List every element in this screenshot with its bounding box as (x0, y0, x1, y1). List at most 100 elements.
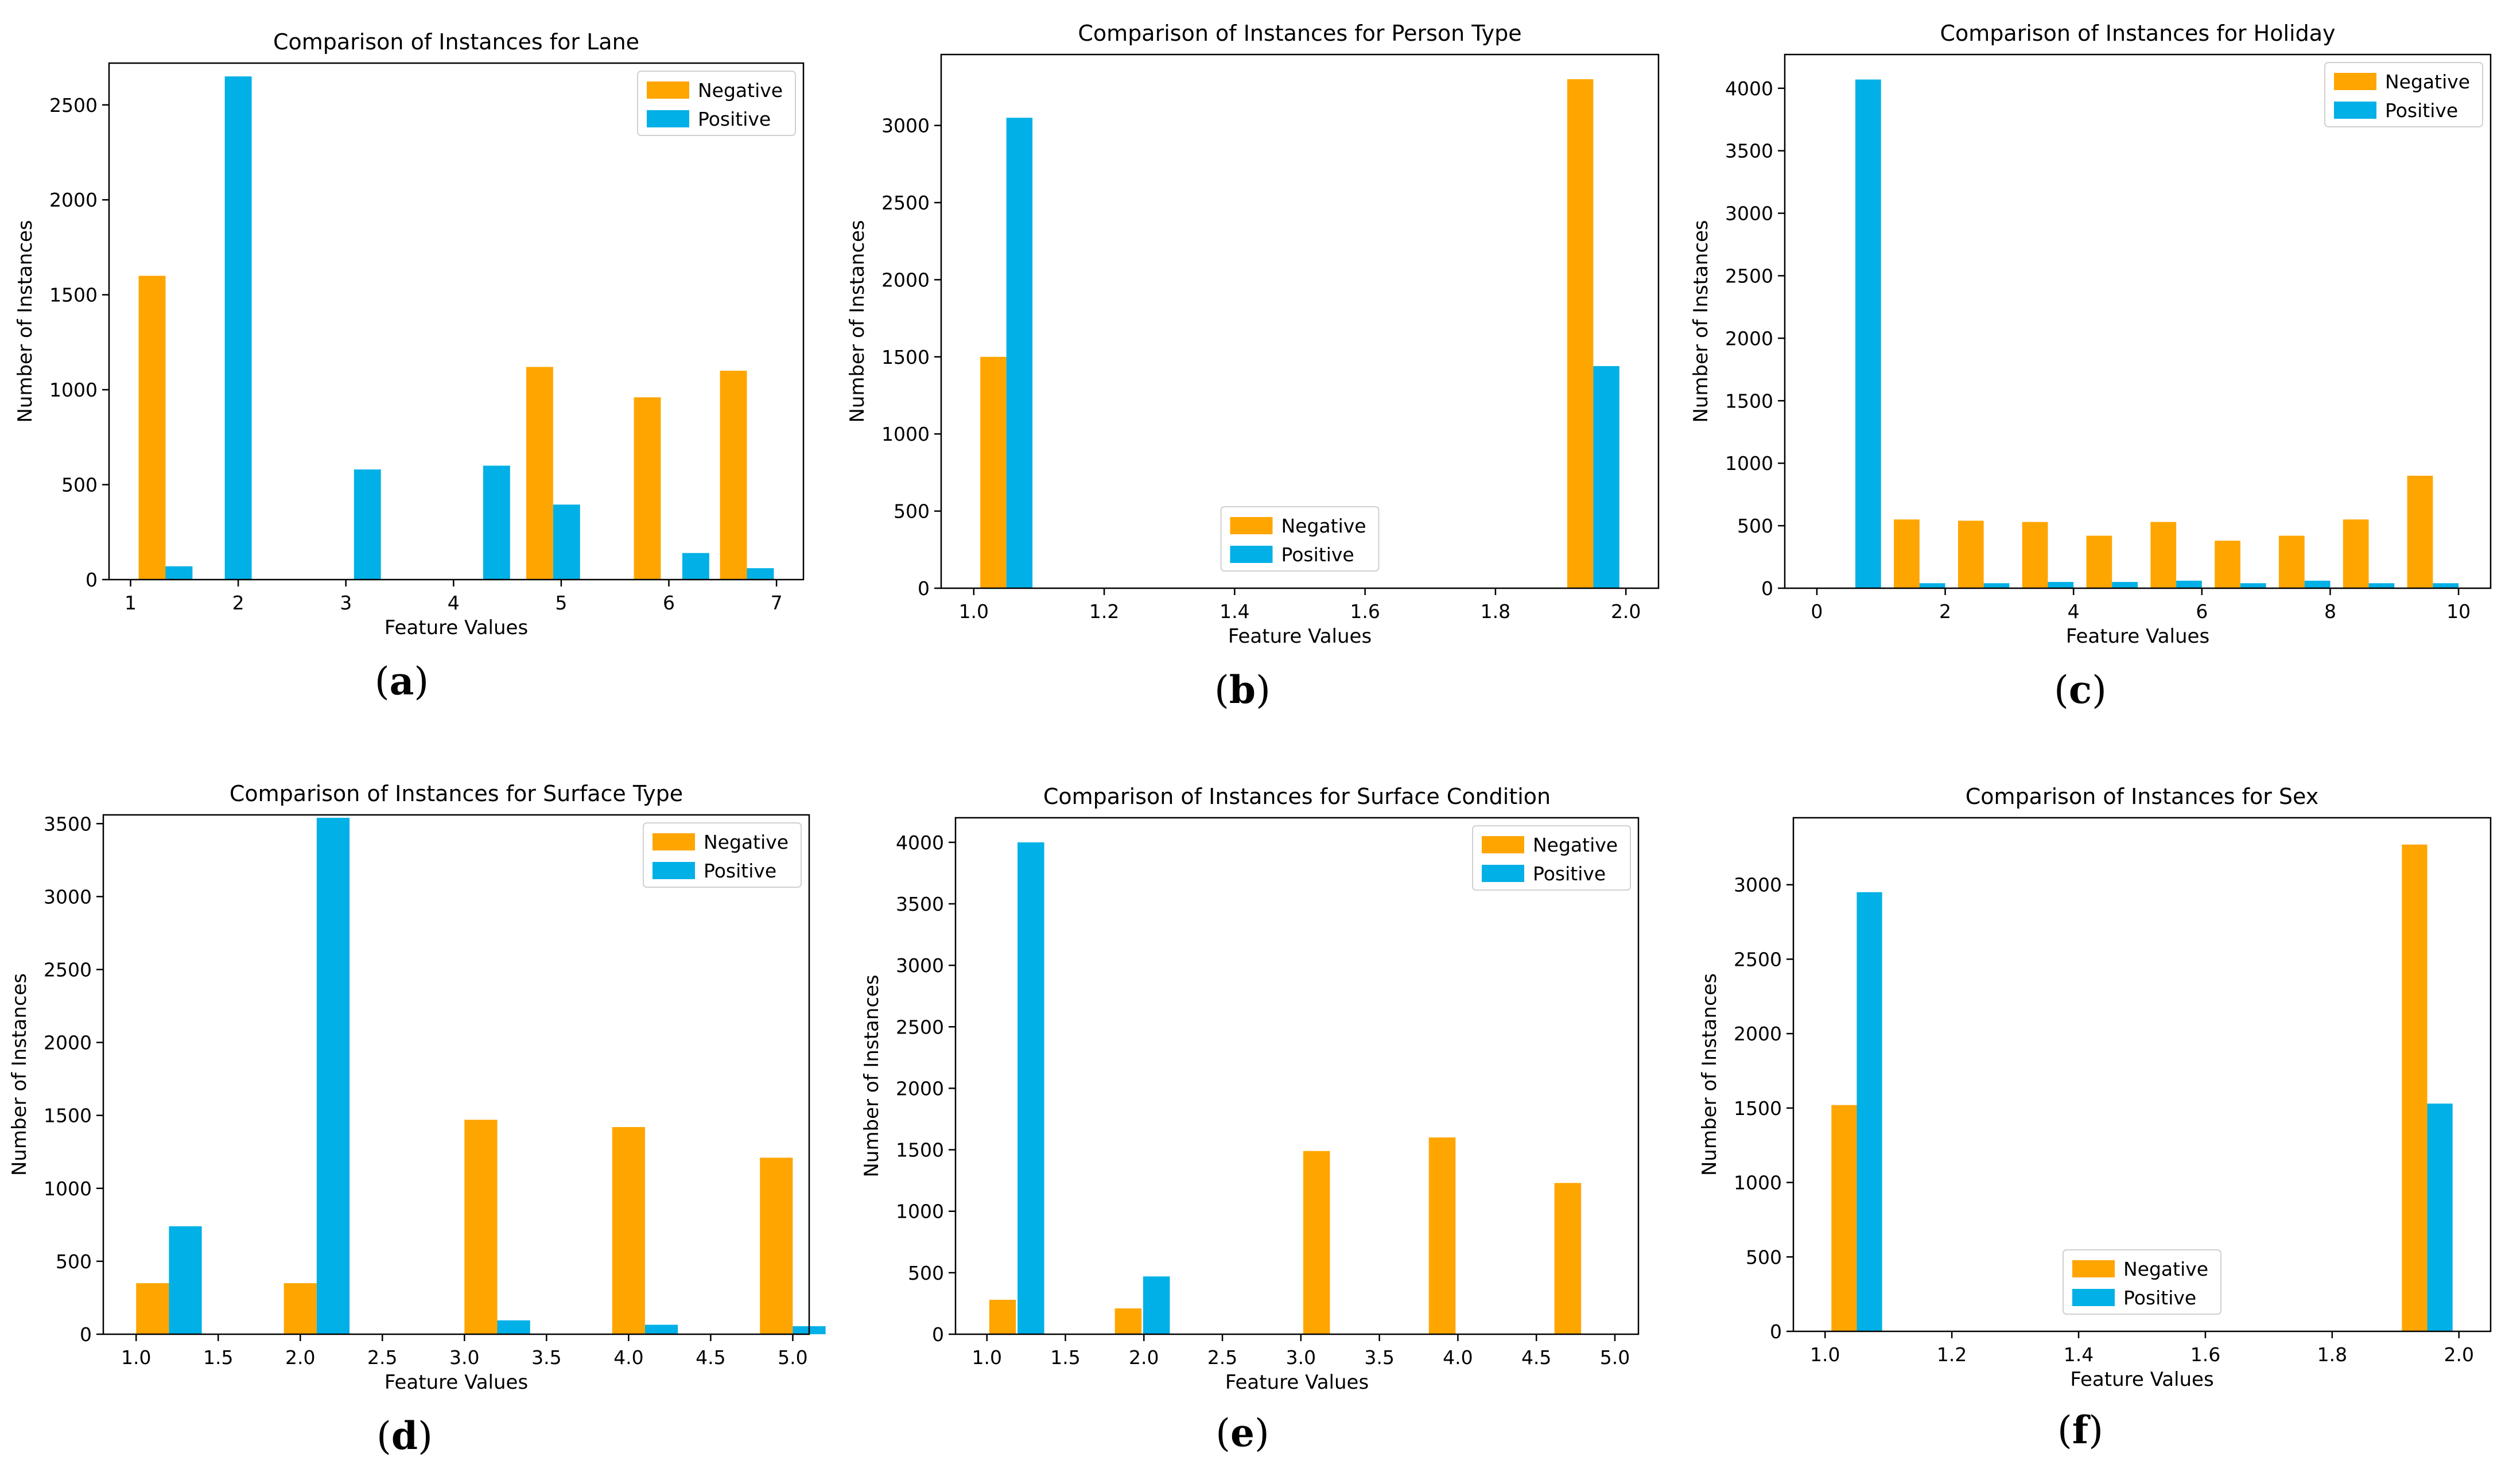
legend-label: Negative (1281, 515, 1366, 537)
x-tick-label: 2.0 (2444, 1343, 2474, 1366)
legend-label: Positive (2123, 1287, 2196, 1309)
bar-negative (2086, 535, 2112, 588)
legend-swatch-positive (2334, 102, 2376, 119)
panel-letter: e (1230, 1411, 1254, 1455)
legend-swatch-positive (1230, 546, 1273, 563)
legend-label: Negative (698, 79, 783, 102)
y-tick-label: 1500 (896, 1139, 944, 1161)
bar-positive (747, 568, 774, 580)
panel-letter: d (391, 1413, 418, 1458)
y-tick-label: 0 (86, 569, 98, 591)
x-tick-label: 8 (2324, 600, 2336, 623)
x-tick-label: 4.5 (696, 1346, 725, 1369)
chart-title: Comparison of Instances for Holiday (1940, 21, 2336, 46)
y-tick-label: 1500 (1734, 1097, 1782, 1120)
bar-positive (354, 469, 381, 580)
bar-positive (224, 76, 252, 580)
chart-panel-d: Comparison of Instances for Surface Type… (8, 781, 826, 1394)
bar-positive (1006, 118, 1033, 588)
bar-positive (2240, 583, 2266, 588)
bar-positive (2048, 582, 2074, 588)
bar-positive (2304, 580, 2331, 588)
x-tick-label: 2 (1939, 600, 1951, 623)
y-tick-label: 0 (80, 1323, 92, 1346)
x-tick-label: 2.0 (285, 1346, 315, 1369)
y-tick-label: 500 (1737, 515, 1773, 537)
bar-negative (464, 1120, 498, 1334)
x-axis-label: Feature Values (2070, 1368, 2213, 1391)
y-tick-label: 2500 (1734, 948, 1782, 970)
y-tick-label: 2000 (1725, 327, 1773, 349)
y-tick-label: 0 (1770, 1320, 1782, 1343)
plot-frame (102, 814, 810, 1335)
x-tick-label: 2.5 (1207, 1346, 1237, 1369)
y-tick-label: 2500 (881, 192, 930, 214)
legend: Negative Positive (637, 71, 796, 136)
chart-title: Comparison of Instances for Person Type (1078, 21, 1521, 46)
legend-swatch-negative (1482, 836, 1524, 853)
bar-negative (526, 367, 553, 580)
legend-label: Positive (1533, 863, 1606, 885)
bar-negative (720, 371, 747, 580)
x-tick-label: 3.5 (531, 1346, 561, 1369)
x-tick-label: 1.5 (203, 1346, 233, 1369)
legend-swatch-negative (2072, 1260, 2115, 1277)
legend-swatch-positive (653, 862, 695, 879)
y-tick-label: 0 (918, 577, 930, 600)
panel-letter: c (2069, 667, 2092, 712)
bar-positive (1143, 1276, 1170, 1334)
panel-label: (a) (375, 659, 429, 704)
x-tick-label: 1 (125, 592, 137, 614)
bar-negative (2150, 522, 2177, 588)
panel-letter: b (1229, 667, 1256, 712)
bar-negative (980, 356, 1007, 588)
y-tick-label: 1000 (1725, 452, 1773, 475)
y-tick-label: 3000 (896, 954, 944, 977)
x-tick-label: 1.2 (1089, 600, 1119, 623)
y-tick-label: 500 (56, 1250, 92, 1273)
plot-frame (1792, 817, 2492, 1333)
bar-positive (169, 1226, 202, 1334)
y-tick-label: 4000 (1725, 77, 1773, 100)
plot-frame (1784, 53, 2492, 589)
legend: Negative Positive (2063, 1249, 2221, 1315)
x-tick-label: 1.4 (1219, 600, 1249, 623)
bar-negative (2215, 541, 2240, 588)
x-tick-label: 4.5 (1521, 1346, 1551, 1369)
legend-label: Positive (1281, 543, 1354, 566)
bar-positive (2176, 580, 2202, 588)
y-tick-label: 3500 (896, 893, 944, 915)
bar-negative (2407, 475, 2433, 588)
x-tick-label: 6 (663, 592, 675, 614)
bar-positive (483, 465, 510, 580)
x-tick-label: 3.5 (1364, 1346, 1394, 1369)
bar-negative (2402, 844, 2428, 1331)
x-tick-label: 5 (555, 592, 567, 614)
legend: Negative Positive (2324, 62, 2483, 127)
bar-negative (1894, 519, 1920, 588)
x-tick-label: 6 (2196, 600, 2208, 623)
x-axis-label: Feature Values (384, 1371, 528, 1394)
y-tick-label: 500 (908, 1262, 944, 1284)
bar-negative (2022, 522, 2048, 588)
bar-negative (1554, 1183, 1582, 1334)
legend-label: Positive (698, 108, 771, 130)
y-tick-label: 3000 (1734, 874, 1782, 896)
x-tick-label: 1.8 (1481, 600, 1510, 623)
y-tick-label: 3500 (44, 813, 92, 835)
x-axis-label: Feature Values (1225, 1371, 1369, 1394)
bar-negative (1428, 1137, 1456, 1334)
x-tick-label: 0 (1811, 600, 1823, 623)
y-axis-label: Number of Instances (846, 220, 869, 422)
bar-positive (2433, 583, 2459, 588)
bar-positive (1593, 366, 1619, 588)
bar-positive (1983, 583, 2010, 588)
y-tick-label: 500 (894, 500, 930, 523)
panel-label: (d) (376, 1413, 433, 1458)
bar-positive (1855, 79, 1881, 589)
legend-label: Positive (704, 860, 776, 882)
y-tick-label: 3000 (881, 115, 930, 137)
legend-swatch-positive (2072, 1289, 2115, 1306)
chart-title: Comparison of Instances for Sex (1966, 784, 2318, 809)
x-tick-label: 3 (340, 592, 352, 614)
